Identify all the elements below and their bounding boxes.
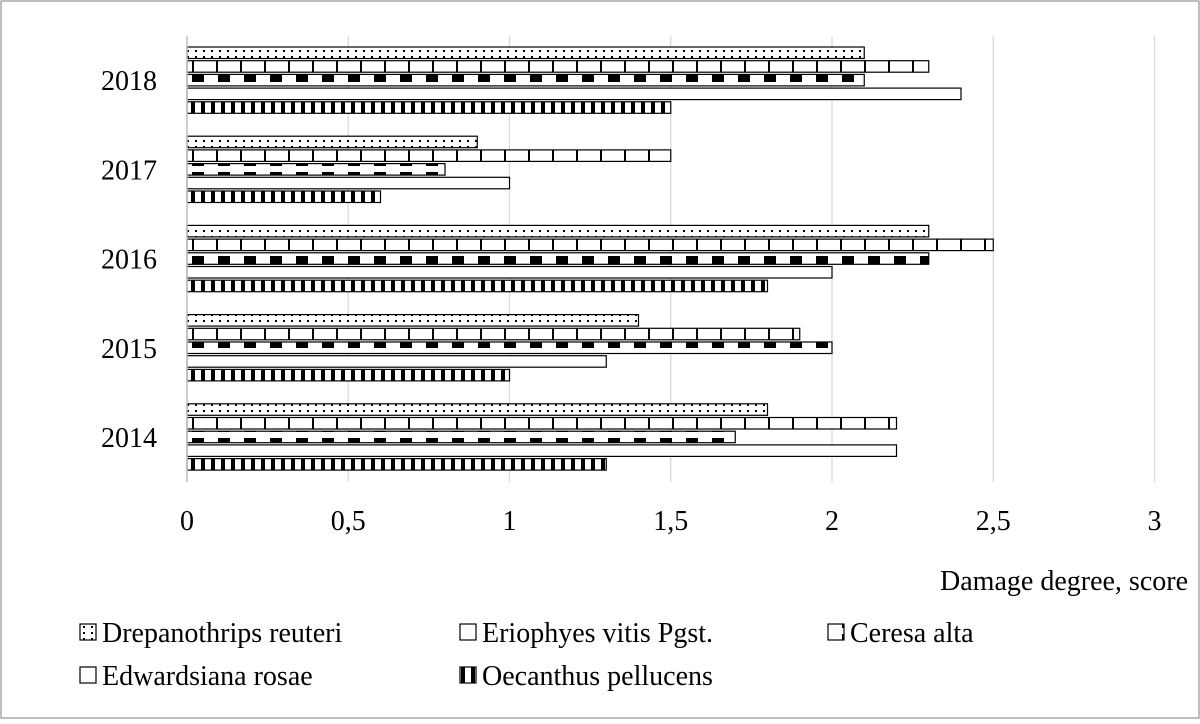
bar [186,265,833,279]
tick-labels: 0 0,5 1 1,5 2 2,5 3 2018 2017 2016 2015 2014 [101,66,1162,537]
bar [186,190,382,204]
x-tick-label: 2 [825,506,839,537]
bar [186,60,930,73]
bar [186,327,801,341]
bar [186,252,930,265]
bar [186,238,994,252]
x-tick-label: 0 [180,506,194,537]
bar [186,87,962,101]
legend-label: Edwardsiana rosae [102,661,313,692]
bar [186,403,769,416]
bar [186,368,511,382]
bar [186,416,898,430]
legend-label: Oecanthus pellucens [482,661,713,692]
y-tick-label: 2017 [101,155,157,186]
x-tick-label: 1 [503,506,517,537]
legend-swatch [459,623,477,641]
bar [186,458,607,471]
legend-swatch [459,666,477,684]
y-tick-label: 2016 [101,245,157,276]
y-tick-label: 2018 [101,66,157,97]
bar [186,314,640,327]
legend-swatch [827,623,845,641]
x-tick-label: 0,5 [331,506,366,537]
bar [186,101,672,114]
bar [186,444,898,457]
y-tick-label: 2015 [101,334,157,365]
bar [186,355,607,368]
x-tick-label: 2,5 [976,506,1011,537]
x-axis-title: Damage degree, score [940,566,1188,597]
bar [186,430,736,444]
bar [186,224,930,238]
legend-label: Eriophyes vitis Pgst. [482,618,713,649]
legend-swatch [79,623,97,641]
legend-swatch [79,666,97,684]
bar [186,46,865,60]
bar [186,149,672,162]
bar [186,176,511,190]
bar [186,279,769,293]
legend-label: Ceresa alta [850,618,974,649]
bar [186,341,833,355]
x-tick-label: 3 [1148,506,1162,537]
legend-label: Drepanothrips reuteri [102,618,342,649]
y-tick-label: 2014 [101,423,157,454]
x-tick-label: 1,5 [653,506,688,537]
legend: Drepanothrips reuteri Eriophyes vitis Pgs… [79,618,974,692]
bar [186,135,478,149]
bar [186,73,865,87]
bar [186,163,446,176]
